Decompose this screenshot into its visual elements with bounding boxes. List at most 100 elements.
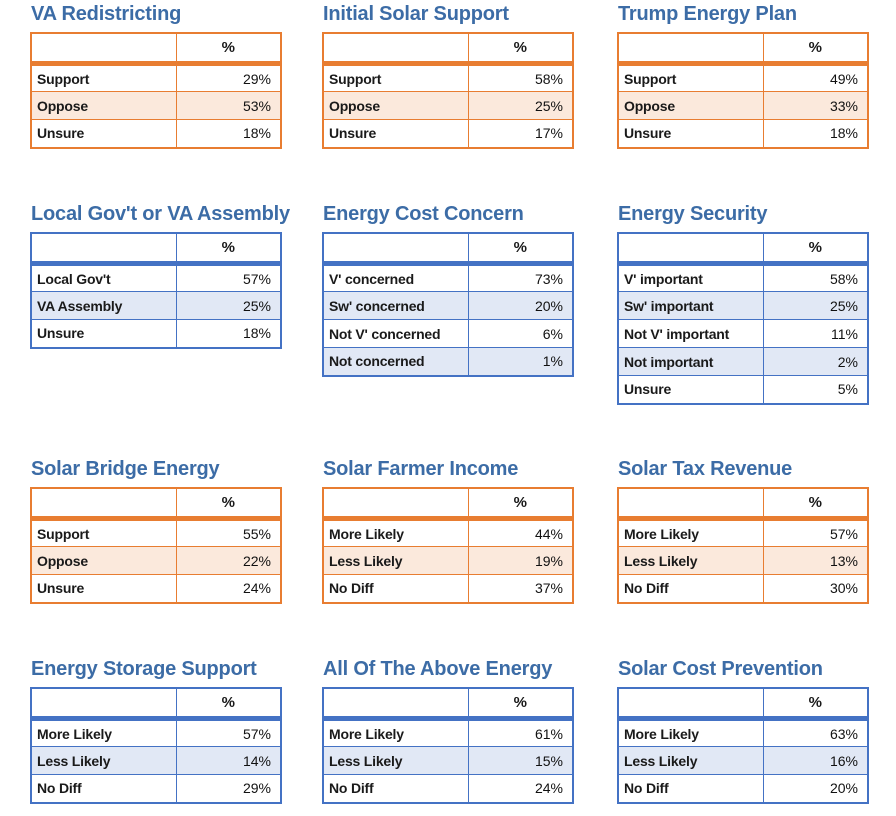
table-row: No Diff 29% bbox=[30, 774, 282, 803]
percent-header-cell: % bbox=[762, 487, 869, 521]
table-row: Less Likely 14% bbox=[30, 746, 282, 775]
row-label: Unsure bbox=[617, 119, 764, 148]
row-label: V' concerned bbox=[322, 263, 469, 292]
poll-section: Local Gov't or VA Assembly % Local Gov't… bbox=[30, 202, 290, 349]
percent-header-cell: % bbox=[762, 32, 869, 66]
row-value: 25% bbox=[467, 91, 574, 120]
percent-header-cell: % bbox=[175, 32, 282, 66]
row-value: 37% bbox=[467, 574, 574, 603]
row-value: 6% bbox=[467, 319, 574, 348]
header-row: % bbox=[322, 487, 574, 521]
table-row: No Diff 30% bbox=[617, 574, 869, 603]
row-value: 1% bbox=[467, 347, 574, 376]
poll-title: VA Redistricting bbox=[31, 3, 182, 25]
row-value: 29% bbox=[175, 63, 282, 92]
poll-title: Trump Energy Plan bbox=[618, 3, 797, 25]
table-row: Oppose 25% bbox=[322, 91, 574, 120]
row-value: 53% bbox=[175, 91, 282, 120]
row-label: More Likely bbox=[30, 718, 177, 747]
poll-table: % Local Gov't 57% VA Assembly 25% Unsure 18% bbox=[30, 232, 282, 349]
table-row: Support 55% bbox=[30, 518, 282, 547]
table-row: Sw' important 25% bbox=[617, 291, 869, 320]
empty-header-cell bbox=[322, 487, 469, 521]
table-row: Oppose 53% bbox=[30, 91, 282, 120]
row-value: 15% bbox=[467, 746, 574, 775]
poll-title: Energy Cost Concern bbox=[323, 203, 524, 225]
empty-header-cell bbox=[617, 232, 764, 266]
row-value: 49% bbox=[762, 63, 869, 92]
row-label: No Diff bbox=[617, 574, 764, 603]
table-row: Less Likely 13% bbox=[617, 546, 869, 575]
table-row: V' important 58% bbox=[617, 263, 869, 292]
poll-section: VA Redistricting % Support 29% Oppose 53% Un… bbox=[30, 2, 282, 149]
poll-title: Energy Storage Support bbox=[31, 658, 257, 680]
table-row: More Likely 57% bbox=[617, 518, 869, 547]
percent-header-cell: % bbox=[762, 232, 869, 266]
row-label: VA Assembly bbox=[30, 291, 177, 320]
poll-table: % More Likely 63% Less Likely 16% No Diff 20% bbox=[617, 687, 869, 804]
poll-title: Solar Bridge Energy bbox=[31, 458, 220, 480]
row-label: Not concerned bbox=[322, 347, 469, 376]
poll-table: % Support 58% Oppose 25% Unsure 17% bbox=[322, 32, 574, 149]
poll-table: % More Likely 57% Less Likely 14% No Diff 29% bbox=[30, 687, 282, 804]
table-row: Unsure 18% bbox=[30, 119, 282, 148]
row-label: Oppose bbox=[617, 91, 764, 120]
row-value: 24% bbox=[175, 574, 282, 603]
row-value: 58% bbox=[467, 63, 574, 92]
row-label: More Likely bbox=[322, 518, 469, 547]
table-row: Support 58% bbox=[322, 63, 574, 92]
empty-header-cell bbox=[30, 232, 177, 266]
header-row: % bbox=[617, 687, 869, 721]
poll-section: Solar Bridge Energy % Support 55% Oppose 22… bbox=[30, 457, 282, 604]
table-row: More Likely 61% bbox=[322, 718, 574, 747]
table-row: Unsure 17% bbox=[322, 119, 574, 148]
row-label: Oppose bbox=[30, 91, 177, 120]
table-row: No Diff 20% bbox=[617, 774, 869, 803]
empty-header-cell bbox=[322, 32, 469, 66]
row-value: 44% bbox=[467, 518, 574, 547]
table-row: Oppose 33% bbox=[617, 91, 869, 120]
empty-header-cell bbox=[30, 687, 177, 721]
poll-section: Solar Cost Prevention % More Likely 63% Le… bbox=[617, 657, 869, 804]
row-label: Sw' concerned bbox=[322, 291, 469, 320]
percent-header-cell: % bbox=[467, 687, 574, 721]
percent-header-cell: % bbox=[467, 487, 574, 521]
row-value: 11% bbox=[762, 319, 869, 348]
row-label: Local Gov't bbox=[30, 263, 177, 292]
row-label: No Diff bbox=[30, 774, 177, 803]
table-row: More Likely 57% bbox=[30, 718, 282, 747]
row-value: 18% bbox=[175, 319, 282, 348]
row-label: Sw' important bbox=[617, 291, 764, 320]
table-row: Not V' concerned 6% bbox=[322, 319, 574, 348]
poll-title: Solar Cost Prevention bbox=[618, 658, 823, 680]
row-label: Less Likely bbox=[322, 546, 469, 575]
row-label: Support bbox=[322, 63, 469, 92]
row-label: Unsure bbox=[30, 574, 177, 603]
poll-table: % More Likely 61% Less Likely 15% No Diff 24% bbox=[322, 687, 574, 804]
table-row: Less Likely 15% bbox=[322, 746, 574, 775]
row-label: Less Likely bbox=[617, 746, 764, 775]
row-label: Support bbox=[30, 63, 177, 92]
percent-header-cell: % bbox=[467, 32, 574, 66]
header-row: % bbox=[30, 687, 282, 721]
table-row: Not V' important 11% bbox=[617, 319, 869, 348]
poll-table: % Support 29% Oppose 53% Unsure 18% bbox=[30, 32, 282, 149]
header-row: % bbox=[617, 487, 869, 521]
row-value: 5% bbox=[762, 375, 869, 404]
table-row: Oppose 22% bbox=[30, 546, 282, 575]
row-value: 58% bbox=[762, 263, 869, 292]
empty-header-cell bbox=[30, 487, 177, 521]
row-label: No Diff bbox=[322, 774, 469, 803]
row-value: 33% bbox=[762, 91, 869, 120]
header-row: % bbox=[322, 232, 574, 266]
poll-section: Trump Energy Plan % Support 49% Oppose 33% U… bbox=[617, 2, 869, 149]
table-row: Support 49% bbox=[617, 63, 869, 92]
row-value: 25% bbox=[175, 291, 282, 320]
row-value: 55% bbox=[175, 518, 282, 547]
poll-section: Solar Farmer Income % More Likely 44% Less… bbox=[322, 457, 574, 604]
table-row: Not important 2% bbox=[617, 347, 869, 376]
row-value: 57% bbox=[175, 718, 282, 747]
row-label: More Likely bbox=[322, 718, 469, 747]
percent-header-cell: % bbox=[175, 687, 282, 721]
